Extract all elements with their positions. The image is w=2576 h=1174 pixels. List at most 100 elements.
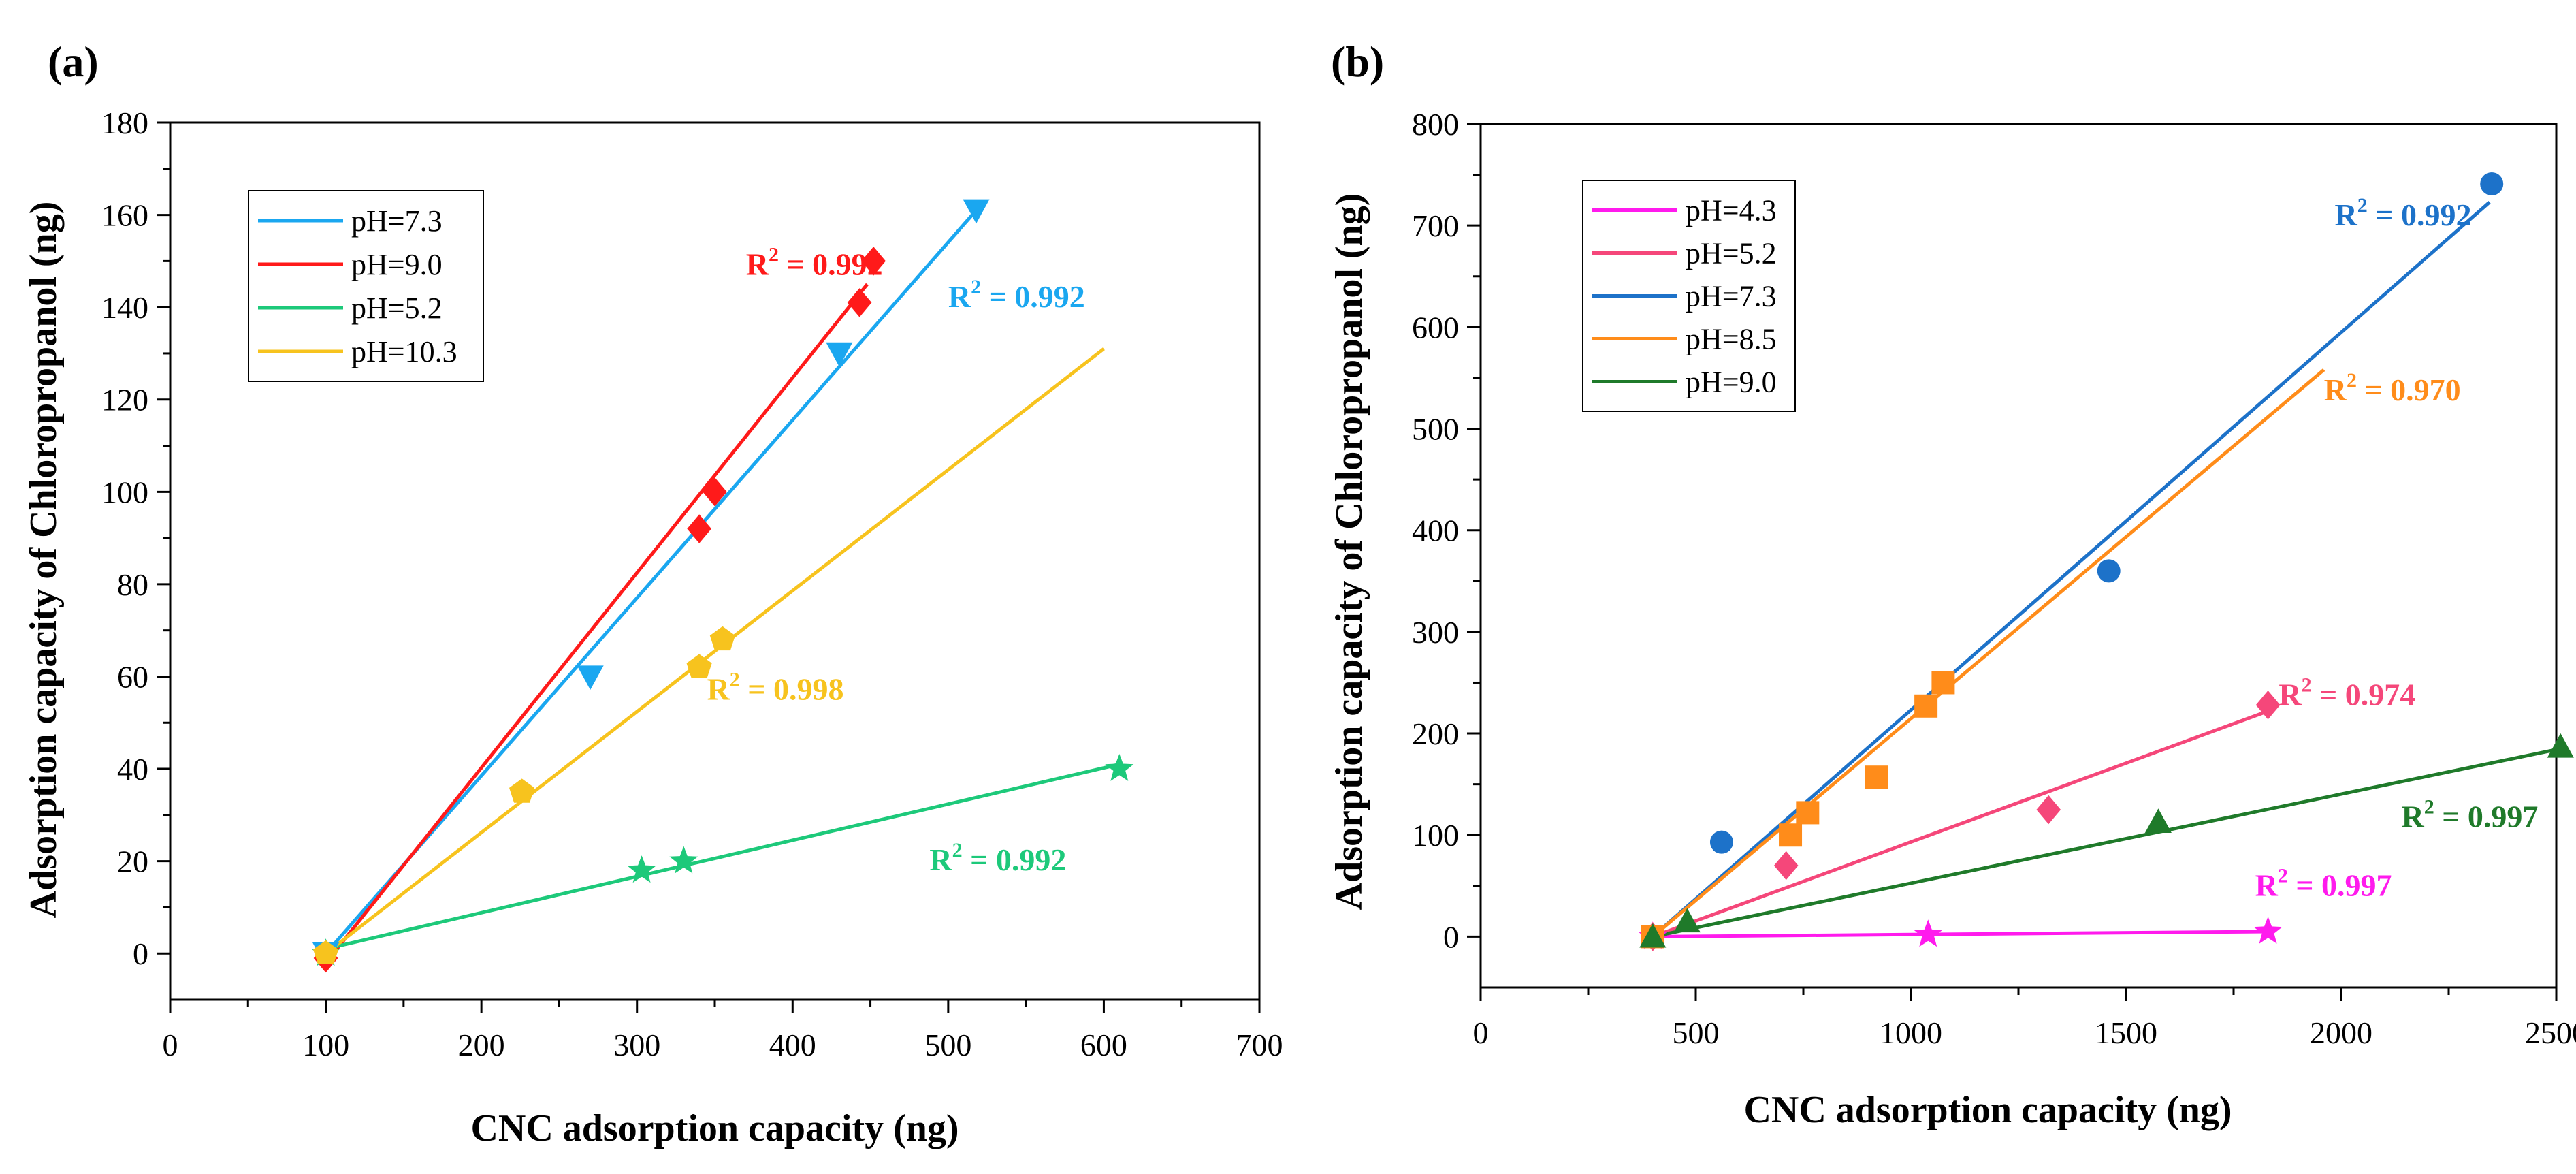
- panel-a-point-ph-10-3: [313, 940, 339, 964]
- panel-a-r2-label-ph-9-0: R2 = 0.992: [746, 244, 883, 282]
- panel-b-point-ph-8-5: [1865, 765, 1888, 789]
- panel-a-legend: pH=7.3 pH=9.0 pH=5.2 pH=10.3: [248, 190, 484, 382]
- panel-a-legend-label-ph-10-3: pH=10.3: [351, 335, 457, 368]
- panel-b-legend-label-ph-4-3: pH=4.3: [1686, 194, 1777, 227]
- panel-a-x-tick-label: 500: [924, 1028, 971, 1062]
- panel-b-point-ph-9-0: [1639, 923, 1667, 948]
- panel-b-point-ph-7-3: [1709, 830, 1733, 854]
- panel-a-point-ph-10-3: [509, 778, 535, 803]
- panel-b-x-tick-label: 500: [1673, 1015, 1720, 1050]
- panel-a-x-tick-label: 600: [1080, 1028, 1127, 1062]
- panel-a-point-ph-9-0: [687, 514, 711, 543]
- panel-b-fit-line-ph-4-3: [1652, 930, 2268, 938]
- panel-a-r2-label-ph-7-3: R2 = 0.992: [948, 276, 1085, 314]
- panel-a-x-tick-label: 100: [302, 1028, 349, 1062]
- panel-b-fit-line-ph-7-3: [1652, 200, 2491, 938]
- panel-b-r2-label-ph-7-3: R2 = 0.992: [2335, 194, 2472, 232]
- panel-a-point-ph-10-3: [686, 654, 712, 678]
- panel-a-x-axis-title: CNC adsorption capacity (ng): [470, 1107, 959, 1149]
- panel-b-point-ph-5-2: [1773, 851, 1799, 880]
- panel-a-fit-line-ph-5-2: [325, 762, 1120, 951]
- panel-a-fit-line-ph-10-3: [325, 347, 1105, 955]
- panel-b-y-tick-label: 100: [1412, 818, 1459, 853]
- panel-a-chart: (a) 0 100 200 300 400 500 600 700 0 20 40 60 80 100 12…: [22, 37, 1283, 1149]
- panel-a-point-ph-7-3: [963, 199, 990, 224]
- panel-a-legend-label-ph-9-0: pH=9.0: [351, 248, 442, 281]
- panel-a-point-ph-7-3: [577, 665, 604, 691]
- panel-b-legend-label-ph-7-3: pH=7.3: [1686, 280, 1777, 313]
- panel-b-point-ph-9-0: [2547, 733, 2574, 758]
- panel-b-y-tick-label: 300: [1412, 615, 1459, 650]
- panel-b-r2-label-ph-9-0: R2 = 0.997: [2401, 795, 2538, 834]
- panel-a-x-tick-label: 400: [769, 1028, 816, 1062]
- panel-a-r2-label-ph-10-3: R2 = 0.998: [707, 668, 844, 706]
- panel-a-fit-line-ph-9-0: [324, 283, 869, 964]
- panel-a-point-ph-9-0: [861, 247, 886, 276]
- panel-a-legend-box: [248, 190, 484, 382]
- panel-a-y-tick-label: 100: [101, 475, 148, 509]
- panel-a-point-ph-10-3: [709, 626, 735, 651]
- panel-b-y-tick-label: 400: [1412, 513, 1459, 548]
- panel-a-x-tick-label: 300: [613, 1028, 660, 1062]
- panel-a-x-tick-label: 0: [163, 1028, 178, 1062]
- panel-a-y-tick-label: 40: [117, 752, 148, 787]
- panel-b-y-tick-label: 500: [1412, 412, 1459, 447]
- panel-a-y-tick-label: 180: [101, 106, 148, 140]
- panel-b-x-tick-label: 0: [1473, 1015, 1489, 1050]
- panel-a-fit-line-ph-7-3: [324, 209, 978, 955]
- panel-a-x-tick-label: 200: [458, 1028, 505, 1062]
- panel-b-legend: pH=4.3 pH=5.2 pH=7.3 pH=8.5 pH=9.0: [1582, 180, 1796, 412]
- panel-a-point-ph-5-2: [627, 855, 656, 883]
- panel-a-y-tick-label: 120: [101, 383, 148, 417]
- panel-a-r2-label-ph-5-2: R2 = 0.992: [929, 839, 1066, 877]
- panel-b-tag: (b): [1331, 37, 1384, 86]
- panel-a-y-tick-label: 0: [133, 936, 148, 971]
- panel-b-r2-label-ph-4-3: R2 = 0.997: [2255, 865, 2392, 903]
- panel-a-tag: (a): [48, 37, 99, 86]
- panel-b-point-ph-7-3: [2097, 559, 2121, 583]
- panel-a-y-tick-label: 140: [101, 290, 148, 325]
- panel-b-point-ph-9-0: [1673, 908, 1701, 933]
- panel-b-point-ph-9-0: [2144, 808, 2172, 833]
- panel-b-x-axis-title: CNC adsorption capacity (ng): [1743, 1089, 2232, 1131]
- panel-a-y-tick-label: 60: [117, 659, 148, 694]
- panel-b-point-ph-4-3: [2253, 916, 2283, 944]
- panel-b-x-tick-label: 2000: [2310, 1015, 2372, 1050]
- panel-a-x-tick-label: 700: [1236, 1028, 1283, 1062]
- panel-b-fit-line-ph-8-5: [1652, 368, 2325, 938]
- panel-b-point-ph-8-5: [1796, 801, 1820, 825]
- panel-b-fit-line-ph-9-0: [1652, 746, 2561, 938]
- panel-b-r2-label-ph-8-5: R2 = 0.970: [2324, 369, 2461, 407]
- panel-a-y-tick-label: 160: [101, 198, 148, 233]
- panel-a-y-axis-title: Adsorption capacity of Chloropropanol (n…: [22, 202, 65, 919]
- panel-b-fit-line-ph-5-2: [1652, 709, 2269, 938]
- panel-b-point-ph-8-5: [1779, 823, 1803, 847]
- panel-b-y-tick-label: 200: [1412, 716, 1459, 751]
- panel-a-legend-label-ph-5-2: pH=5.2: [351, 291, 442, 325]
- panel-b-x-tick-label: 1500: [2095, 1015, 2157, 1050]
- panel-a-legend-label-ph-7-3: pH=7.3: [351, 204, 442, 238]
- panel-a-point-ph-7-3: [826, 342, 853, 367]
- panel-b-r2-label-ph-5-2: R2 = 0.974: [2279, 673, 2415, 712]
- panel-b-point-ph-4-3: [1914, 919, 1943, 947]
- panel-b-point-ph-5-2: [2036, 795, 2061, 825]
- panel-b-point-ph-5-2: [2255, 691, 2281, 720]
- panel-a-plot-area: 0 100 200 300 400 500 600 700 0 20 40 60 80 100 120 140…: [101, 106, 1283, 1062]
- panel-a-point-ph-9-0: [847, 288, 872, 317]
- panel-b-y-axis-title: Adsorption capacity of Chloropropanol (n…: [1328, 193, 1370, 910]
- panel-a-point-ph-9-0: [703, 477, 727, 507]
- panel-b-legend-label-ph-5-2: pH=5.2: [1686, 237, 1777, 270]
- panel-b-legend-label-ph-9-0: pH=9.0: [1686, 366, 1777, 399]
- panel-b-y-tick-label: 800: [1412, 107, 1459, 142]
- panel-b-y-tick-label: 0: [1443, 919, 1459, 954]
- panel-a-point-ph-5-2: [669, 846, 698, 874]
- panel-b-y-tick-label: 600: [1412, 310, 1459, 345]
- panel-a-y-tick-label: 20: [117, 844, 148, 879]
- panel-b-point-ph-8-5: [1914, 694, 1938, 718]
- panel-b-x-tick-label: 1000: [1880, 1015, 1942, 1050]
